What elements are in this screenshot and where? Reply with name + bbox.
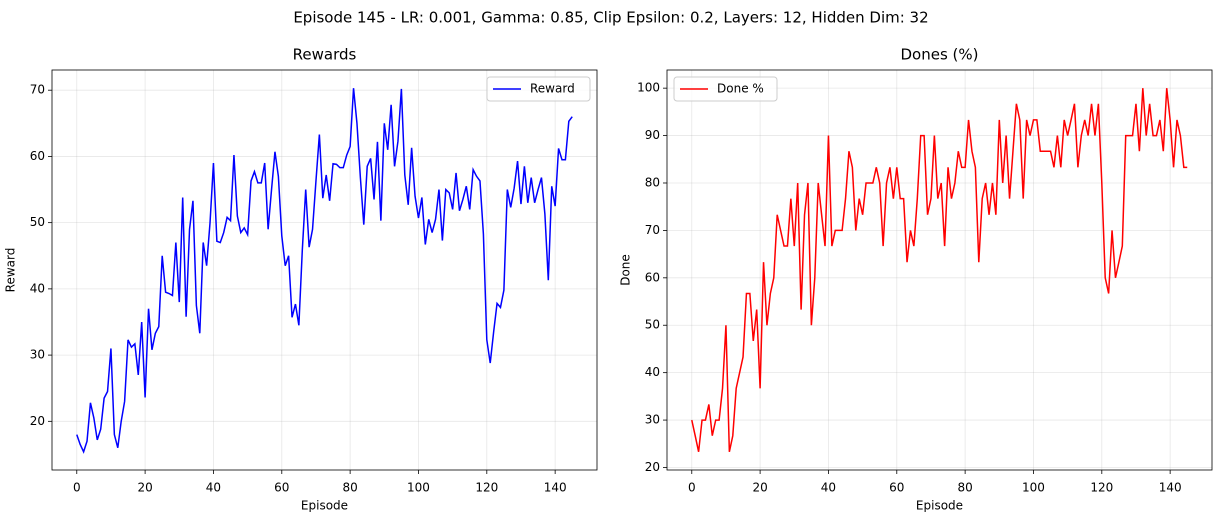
y-tick-label: 60 bbox=[645, 270, 660, 284]
subplot-title: Dones (%) bbox=[900, 46, 978, 64]
x-tick-label: 120 bbox=[475, 481, 498, 495]
subplot-title: Rewards bbox=[293, 46, 357, 64]
x-tick-label: 100 bbox=[407, 481, 430, 495]
x-tick-label: 40 bbox=[821, 481, 836, 495]
y-tick-label: 70 bbox=[645, 223, 660, 237]
x-tick-label: 140 bbox=[1159, 481, 1182, 495]
x-tick-label: 0 bbox=[73, 481, 81, 495]
data-line bbox=[76, 88, 573, 454]
x-tick-label: 20 bbox=[137, 481, 152, 495]
x-tick-label: 20 bbox=[752, 481, 767, 495]
legend-label: Reward bbox=[530, 82, 575, 96]
y-tick-label: 20 bbox=[30, 414, 45, 428]
legend-box bbox=[673, 76, 778, 102]
y-tick-label: 70 bbox=[30, 83, 45, 97]
figure-title: Episode 145 - LR: 0.001, Gamma: 0.85, Cl… bbox=[293, 9, 928, 27]
x-tick-label: 120 bbox=[1090, 481, 1113, 495]
y-tick-label: 60 bbox=[30, 149, 45, 163]
y-tick-label: 40 bbox=[30, 281, 45, 295]
x-tick-label: 80 bbox=[342, 481, 357, 495]
y-tick-label: 80 bbox=[645, 175, 660, 189]
x-tick-label: 40 bbox=[206, 481, 221, 495]
x-tick-label: 0 bbox=[688, 481, 696, 495]
x-tick-label: 60 bbox=[274, 481, 289, 495]
plot-frame bbox=[666, 69, 1213, 471]
x-tick-label: 140 bbox=[544, 481, 567, 495]
y-axis-label: Reward bbox=[4, 248, 18, 293]
x-tick-label: 60 bbox=[889, 481, 904, 495]
x-axis-label: Episode bbox=[916, 499, 963, 513]
plot-frame bbox=[51, 69, 598, 471]
y-tick-label: 30 bbox=[645, 413, 660, 427]
y-tick-label: 90 bbox=[645, 128, 660, 142]
y-tick-label: 50 bbox=[30, 215, 45, 229]
y-axis-label: Done bbox=[619, 254, 633, 286]
y-tick-label: 40 bbox=[645, 365, 660, 379]
legend-box bbox=[486, 76, 591, 102]
x-axis-label: Episode bbox=[301, 499, 348, 513]
legend-label: Done % bbox=[717, 82, 764, 96]
data-line bbox=[691, 88, 1188, 452]
x-tick-label: 80 bbox=[957, 481, 972, 495]
y-tick-label: 20 bbox=[645, 460, 660, 474]
y-tick-label: 100 bbox=[637, 81, 660, 95]
y-tick-label: 30 bbox=[30, 348, 45, 362]
x-tick-label: 100 bbox=[1022, 481, 1045, 495]
y-tick-label: 50 bbox=[645, 318, 660, 332]
